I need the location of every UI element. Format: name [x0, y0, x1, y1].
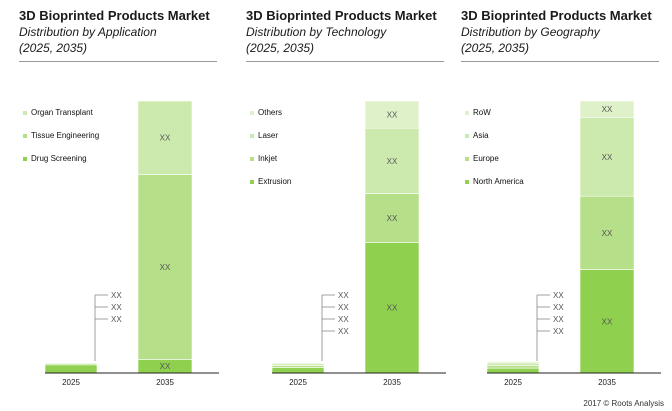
legend-label: Inkjet [258, 154, 278, 163]
chart-period: (2025, 2035) [19, 41, 88, 55]
legend-swatch [250, 134, 254, 138]
bar-segment [579, 195, 635, 270]
bar-segment [579, 269, 635, 374]
data-label: XX [160, 362, 171, 371]
x-tick-label: 2035 [156, 378, 174, 387]
chart-panel-application: 3D Bioprinted Products Market Distributi… [19, 0, 224, 411]
data-label: XX [602, 229, 613, 238]
legend-label: Drug Screening [31, 154, 87, 163]
callout-label: XX [338, 303, 349, 312]
legend-label: Tissue Engineering [31, 131, 99, 140]
chart-title: 3D Bioprinted Products Market [246, 8, 437, 23]
bar-segment [364, 100, 420, 129]
stacked-bar-chart: 2025 XX XX XX XX 2035 RoW Asia Europe North Ameri… [465, 100, 661, 387]
bar-segment [364, 242, 420, 374]
callout-label: XX [111, 303, 122, 312]
callout-label: XX [338, 291, 349, 300]
chart-subtitle: Distribution by Geography [461, 25, 600, 39]
x-tick-label: 2035 [383, 378, 401, 387]
bar-segment [271, 362, 325, 365]
chart-period: (2025, 2035) [246, 41, 315, 55]
chart-panel-geography: 3D Bioprinted Products Market Distributi… [461, 0, 666, 411]
data-label: XX [387, 304, 398, 313]
legend-label: Others [258, 108, 282, 117]
legend-swatch [465, 134, 469, 138]
title-divider [246, 61, 444, 62]
callout-label: XX [553, 315, 564, 324]
legend-swatch [23, 134, 27, 138]
legend-label: RoW [473, 108, 491, 117]
legend-swatch [250, 157, 254, 161]
legend-swatch [23, 157, 27, 161]
legend-label: Europe [473, 154, 499, 163]
title-divider [461, 61, 659, 62]
legend-label: Laser [258, 131, 278, 140]
callout-label: XX [338, 327, 349, 336]
data-label: XX [387, 214, 398, 223]
legend-label: Asia [473, 131, 489, 140]
chart-title: 3D Bioprinted Products Market [19, 8, 210, 23]
data-label: XX [602, 317, 613, 326]
callout-label: XX [338, 315, 349, 324]
data-label: XX [160, 134, 171, 143]
bar-segment [271, 367, 325, 374]
legend-swatch [250, 180, 254, 184]
bar-segment [486, 367, 540, 374]
callout-label: XX [111, 291, 122, 300]
bar-segment [271, 365, 325, 368]
legend-label: Extrusion [258, 177, 291, 186]
legend-swatch [465, 157, 469, 161]
legend-swatch [465, 180, 469, 184]
data-label: XX [387, 111, 398, 120]
legend-swatch [465, 111, 469, 115]
bar-segment [44, 364, 98, 374]
x-tick-label: 2025 [504, 378, 522, 387]
bar-segment [364, 127, 420, 194]
legend-label: Organ Transplant [31, 108, 94, 117]
data-label: XX [160, 263, 171, 272]
legend-label: North America [473, 177, 524, 186]
stacked-bar-chart: 2025 XX XX XX XX 2035 Others Laser Inkjet Extrusi… [250, 100, 446, 387]
data-label: XX [602, 105, 613, 114]
chart-panel-technology: 3D Bioprinted Products Market Distributi… [246, 0, 451, 411]
copyright-footer: 2017 © Roots Analysis [583, 399, 664, 408]
bar-segment [486, 365, 540, 369]
x-tick-label: 2025 [62, 378, 80, 387]
title-divider [19, 61, 217, 62]
callout-label: XX [553, 303, 564, 312]
bar-segment [44, 362, 98, 364]
chart-subtitle: Distribution by Application [19, 25, 157, 39]
data-label: XX [602, 153, 613, 162]
bar-segment [137, 100, 193, 175]
stacked-bar-chart: 2025 XX XX XX 2035 Organ Transplant Tissue Eng… [23, 100, 219, 387]
bar-segment [579, 100, 635, 118]
legend-swatch [23, 111, 27, 115]
x-tick-label: 2035 [598, 378, 616, 387]
chart-subtitle: Distribution by Technology [246, 25, 387, 39]
bar-segment [486, 361, 540, 364]
data-label: XX [387, 157, 398, 166]
callout-label: XX [111, 315, 122, 324]
chart-period: (2025, 2035) [461, 41, 530, 55]
legend-swatch [250, 111, 254, 115]
callout-label: XX [553, 327, 564, 336]
x-tick-label: 2025 [289, 378, 307, 387]
chart-title: 3D Bioprinted Products Market [461, 8, 652, 23]
bar-segment [579, 117, 635, 197]
callout-label: XX [553, 291, 564, 300]
